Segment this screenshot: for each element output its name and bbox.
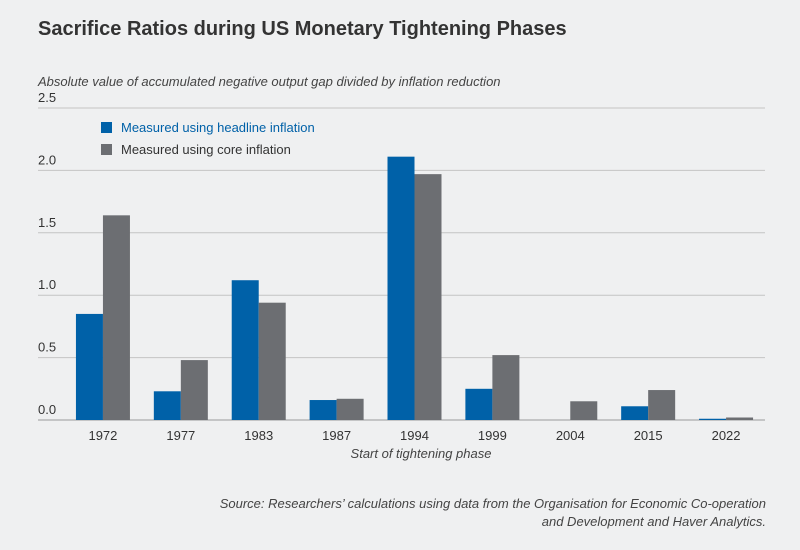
x-tick-label: 1977: [166, 428, 195, 443]
legend: Measured using headline inflation Measure…: [101, 120, 315, 157]
x-tick-label: 1987: [322, 428, 351, 443]
bar-core-2004: [570, 401, 598, 420]
bar-headline-2015: [621, 406, 649, 420]
legend-swatch: [101, 144, 112, 155]
chart-subtitle: Absolute value of accumulated negative o…: [38, 74, 501, 89]
x-tick-label: 2015: [634, 428, 663, 443]
bar-core-2022: [726, 417, 754, 420]
y-tick-label: 2.0: [38, 152, 56, 167]
bar-core-1994: [414, 174, 442, 420]
source-note: Source: Researchers’ calculations using …: [219, 496, 766, 529]
bar-core-1972: [102, 215, 130, 420]
legend-swatch: [101, 122, 112, 133]
x-tick-label: 2004: [556, 428, 585, 443]
legend-label: Measured using headline inflation: [121, 120, 315, 135]
bar-core-1983: [258, 302, 286, 420]
y-axis-ticks: 0.0 0.5 1.0 1.5 2.0 2.5: [38, 90, 56, 417]
y-tick-label: 2.5: [38, 90, 56, 105]
bar-headline-2022: [699, 418, 727, 420]
bars: [75, 156, 754, 420]
bar-core-1999: [492, 355, 520, 420]
y-tick-label: 0.5: [38, 340, 56, 355]
x-axis-ticks: 1972 1977 1983 1987 1994 1999 2004 2015 2022: [88, 428, 740, 443]
x-tick-label: 1994: [400, 428, 429, 443]
y-tick-label: 1.5: [38, 215, 56, 230]
bar-headline-1999: [465, 388, 493, 420]
x-tick-label: 1983: [244, 428, 273, 443]
bar-core-1987: [336, 398, 364, 420]
legend-label: Measured using core inflation: [121, 142, 291, 157]
x-tick-label: 2022: [712, 428, 741, 443]
x-axis-label: Start of tightening phase: [351, 446, 492, 461]
y-tick-label: 0.0: [38, 402, 56, 417]
bar-headline-1983: [231, 280, 259, 420]
bar-headline-1987: [309, 400, 337, 420]
x-tick-label: 1972: [88, 428, 117, 443]
bar-core-2015: [648, 390, 676, 420]
chart-title: Sacrifice Ratios during US Monetary Tigh…: [38, 18, 567, 40]
bar-headline-1994: [387, 156, 415, 420]
x-tick-label: 1999: [478, 428, 507, 443]
y-tick-label: 1.0: [38, 277, 56, 292]
bar-headline-1972: [75, 313, 103, 420]
bar-headline-1977: [153, 391, 181, 420]
bar-core-1977: [180, 360, 208, 420]
